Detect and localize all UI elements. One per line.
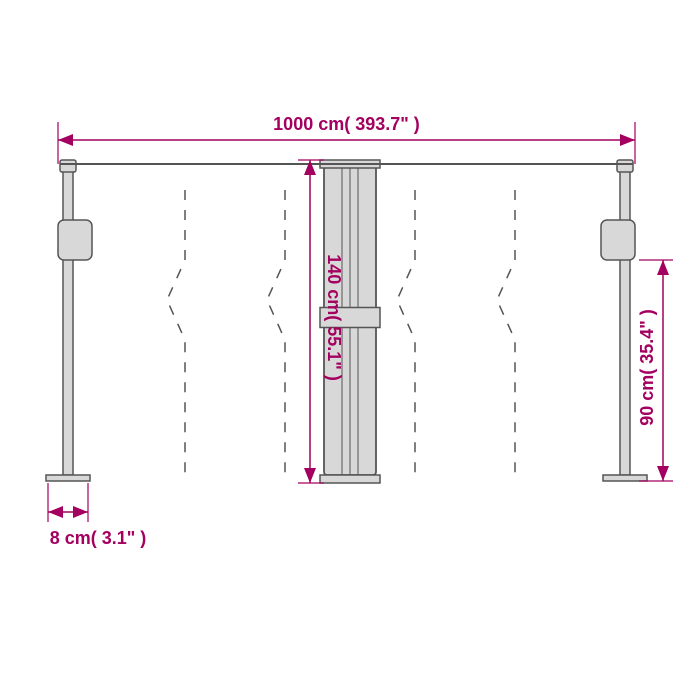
post: [63, 170, 73, 475]
post-cap: [60, 160, 76, 172]
post-cap: [617, 160, 633, 172]
break-line-left-b: [267, 190, 285, 475]
dimension-diagram: 1000 cm( 393.7" ) 140 cm( 55.1" ) 90 cm( 3…: [0, 0, 700, 700]
base-width-dimension-label: 8 cm( 3.1" ): [50, 528, 147, 548]
post: [620, 170, 630, 475]
bracket: [58, 220, 92, 260]
product-outline: [46, 160, 647, 483]
break-line-right-b: [497, 190, 515, 475]
bracket: [601, 220, 635, 260]
center-height-dimension-label: 140 cm( 55.1" ): [324, 254, 344, 381]
break-line-right-a: [397, 190, 415, 475]
break-line-left-a: [167, 190, 185, 475]
base-plate: [603, 475, 647, 481]
base-plate: [46, 475, 90, 481]
post-height-dimension-label: 90 cm( 35.4" ): [637, 309, 657, 426]
width-dimension-label: 1000 cm( 393.7" ): [273, 114, 420, 134]
